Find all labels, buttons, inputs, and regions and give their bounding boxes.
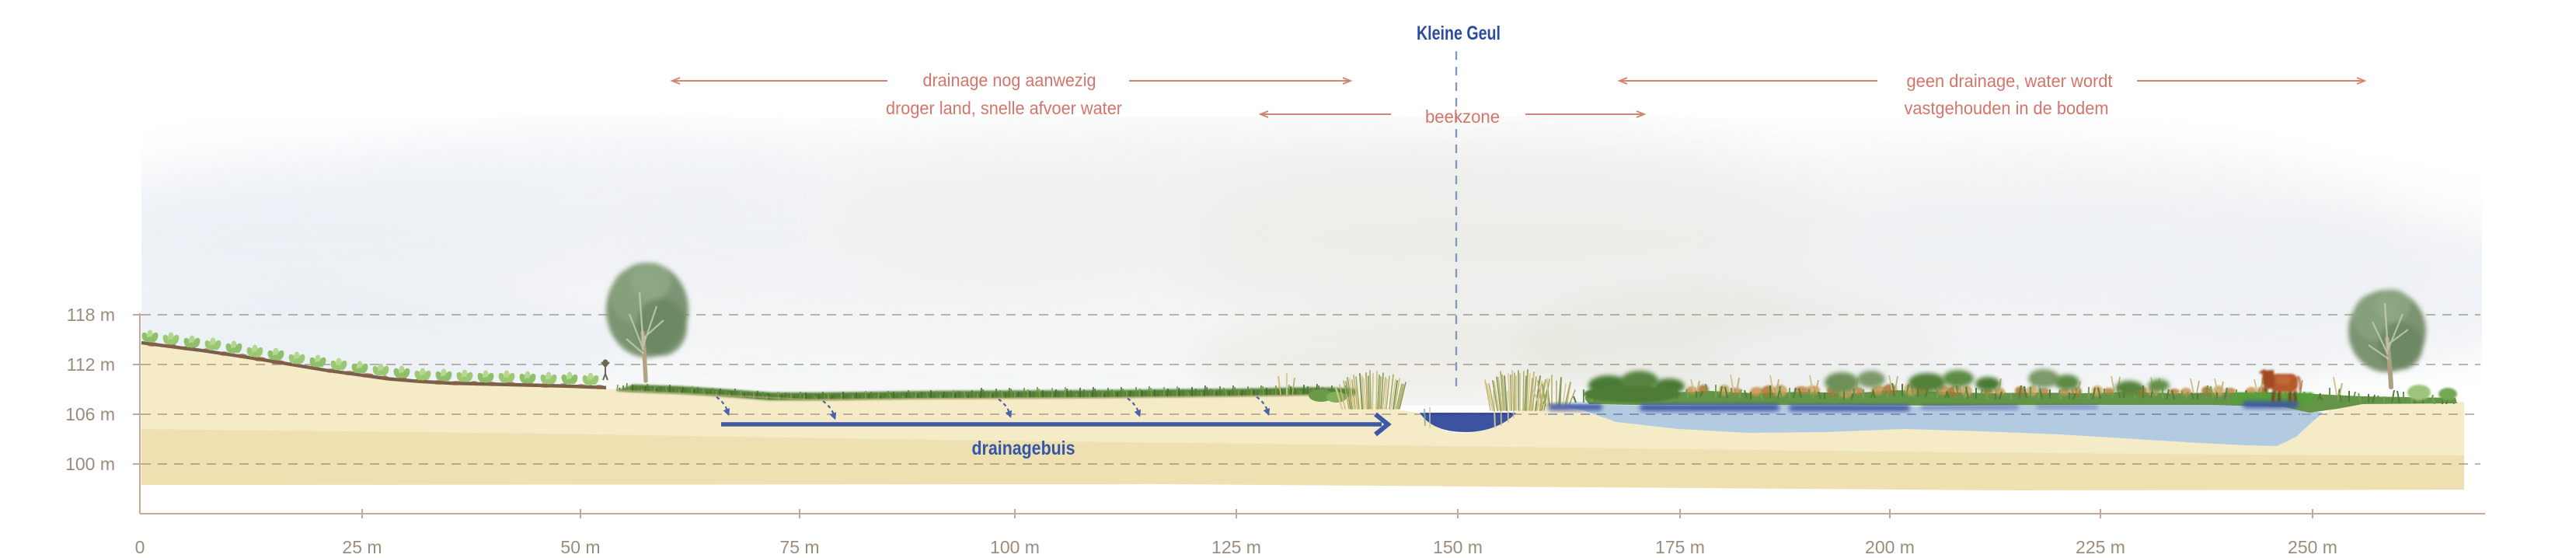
svg-text:75 m: 75 m [779,537,819,557]
svg-text:200 m: 200 m [1865,537,1915,557]
svg-text:106 m: 106 m [65,404,115,424]
svg-text:250 m: 250 m [2288,537,2337,557]
svg-text:vastgehouden in de bodem: vastgehouden in de bodem [1905,98,2109,118]
svg-text:150 m: 150 m [1433,537,1483,557]
svg-text:drainagebuis: drainagebuis [972,438,1075,459]
svg-text:droger land, snelle afvoer wat: droger land, snelle afvoer water [886,98,1122,118]
svg-text:175 m: 175 m [1655,537,1705,557]
svg-text:225 m: 225 m [2076,537,2125,557]
svg-text:drainage nog aanwezig: drainage nog aanwezig [923,70,1096,90]
svg-text:100 m: 100 m [65,454,115,474]
svg-text:0: 0 [135,537,145,557]
svg-text:50 m: 50 m [560,537,600,557]
svg-text:118 m: 118 m [67,305,115,325]
svg-text:Kleine Geul: Kleine Geul [1417,23,1501,44]
svg-text:125 m: 125 m [1211,537,1261,557]
svg-text:100 m: 100 m [990,537,1040,557]
svg-text:geen drainage, water wordt: geen drainage, water wordt [1907,71,2114,91]
svg-text:25 m: 25 m [342,537,382,557]
svg-text:112 m: 112 m [67,354,115,375]
svg-text:beekzone: beekzone [1425,106,1500,127]
